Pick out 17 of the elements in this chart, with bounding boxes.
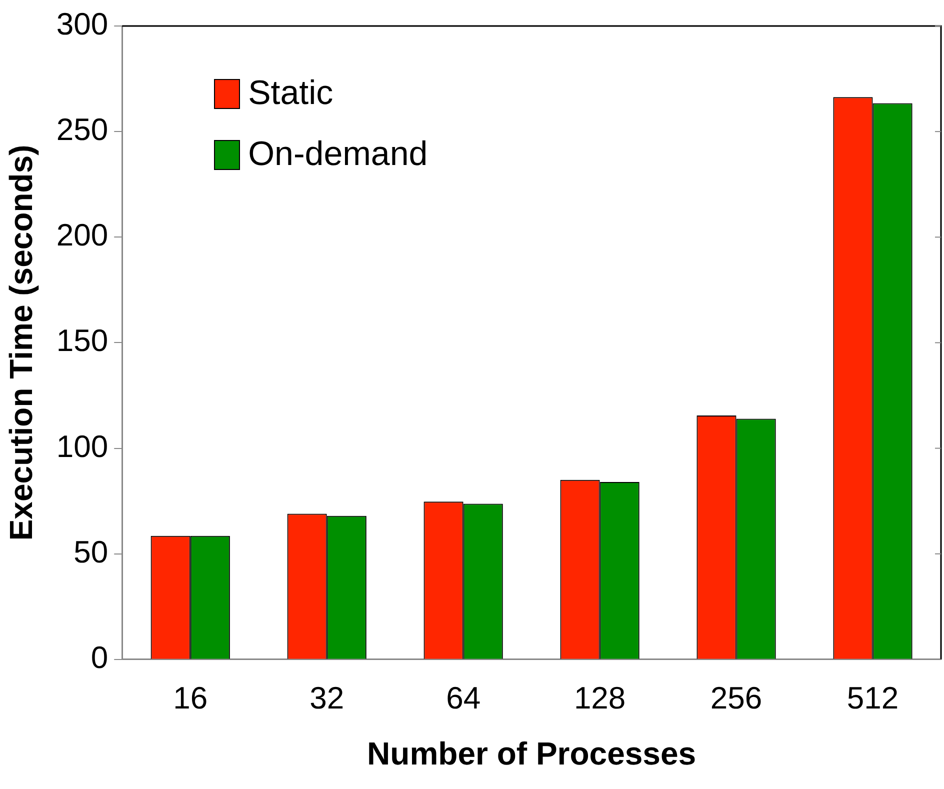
y-axis-title: Execution Time (seconds) <box>3 144 40 541</box>
x-tick-label: 64 <box>446 680 481 716</box>
y-tick-label: 50 <box>74 534 108 570</box>
x-axis-title: Number of Processes <box>367 736 696 772</box>
x-tick-label: 16 <box>173 680 208 716</box>
y-tick-label: 100 <box>56 428 108 464</box>
x-tick-label: 512 <box>846 680 899 716</box>
legend-label: On-demand <box>248 135 428 174</box>
y-tick-label: 200 <box>56 218 108 253</box>
x-tick-label: 256 <box>710 680 762 716</box>
y-tick-label: 300 <box>56 6 108 42</box>
y-tick-label: 250 <box>56 112 108 148</box>
y-tick-label: 150 <box>56 323 108 358</box>
legend-label: Static <box>248 74 334 113</box>
x-tick-label: 128 <box>574 680 626 716</box>
y-tick-label: 0 <box>90 640 108 675</box>
x-tick-label: 32 <box>310 680 344 716</box>
